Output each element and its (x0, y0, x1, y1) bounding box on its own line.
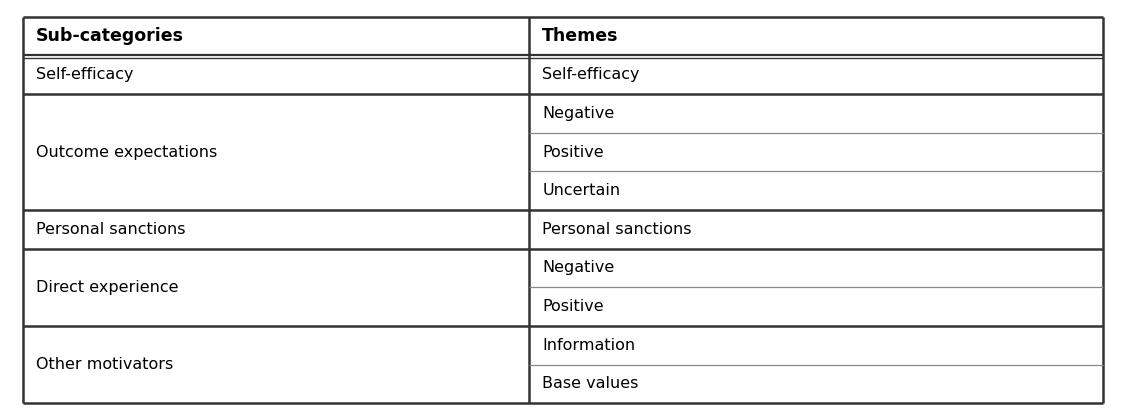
Text: Personal sanctions: Personal sanctions (36, 222, 186, 237)
Text: Personal sanctions: Personal sanctions (542, 222, 692, 237)
Text: Direct experience: Direct experience (36, 280, 179, 295)
Text: Negative: Negative (542, 260, 614, 276)
Text: Self-efficacy: Self-efficacy (542, 67, 640, 82)
Text: Uncertain: Uncertain (542, 183, 620, 198)
Text: Self-efficacy: Self-efficacy (36, 67, 134, 82)
Text: Base values: Base values (542, 376, 639, 391)
Text: Other motivators: Other motivators (36, 357, 173, 372)
Text: Positive: Positive (542, 144, 604, 160)
Text: Information: Information (542, 338, 636, 353)
Text: Themes: Themes (542, 27, 619, 45)
Text: Outcome expectations: Outcome expectations (36, 144, 217, 160)
Text: Negative: Negative (542, 106, 614, 121)
Text: Positive: Positive (542, 299, 604, 314)
Text: Sub-categories: Sub-categories (36, 27, 184, 45)
